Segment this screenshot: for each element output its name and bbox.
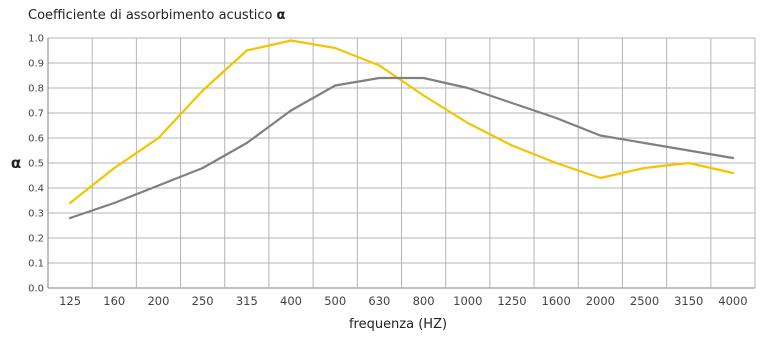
x-tick-label: 1000	[453, 294, 482, 308]
data-point	[687, 149, 690, 152]
series-2	[68, 76, 735, 220]
data-point	[245, 49, 248, 52]
data-point	[157, 184, 160, 187]
data-point	[643, 166, 646, 170]
x-tick-label: 125	[59, 294, 81, 308]
data-point	[334, 46, 337, 50]
y-tick-label: 0.7	[28, 109, 44, 120]
y-tick-label: 0.8	[28, 84, 44, 95]
data-point	[289, 39, 293, 42]
y-tick-label: 0.1	[28, 259, 44, 270]
data-point	[157, 136, 160, 140]
data-point	[201, 89, 204, 92]
data-point	[422, 94, 425, 97]
data-point	[731, 156, 735, 160]
x-tick-label: 400	[280, 294, 302, 308]
chart-title-text: Coefficiente di assorbimento acustico	[28, 8, 273, 23]
data-point	[599, 134, 602, 137]
y-tick-label: 0.9	[28, 59, 44, 70]
data-point	[599, 176, 602, 180]
data-point	[289, 109, 293, 112]
data-point	[466, 121, 469, 125]
x-tick-label: 800	[413, 294, 435, 308]
data-point	[245, 141, 248, 145]
data-point	[378, 76, 381, 80]
data-point	[113, 166, 116, 170]
data-point	[334, 84, 337, 87]
data-point	[422, 76, 425, 80]
data-point	[643, 141, 646, 145]
x-tick-label: 630	[368, 294, 390, 308]
series-1	[68, 39, 735, 205]
x-axis-label: frequenza (HZ)	[349, 317, 447, 332]
x-tick-label: 315	[236, 294, 258, 308]
y-tick-label: 0.5	[28, 159, 44, 170]
x-tick-label: 200	[147, 294, 169, 308]
y-tick-label: 0.4	[28, 184, 44, 195]
x-tick-label: 1600	[542, 294, 571, 308]
data-point	[378, 64, 381, 67]
y-axis-label: α	[11, 154, 21, 172]
x-tick-label: 3150	[674, 294, 703, 308]
series-line	[68, 76, 735, 220]
x-tick-label: 500	[324, 294, 346, 308]
data-point	[510, 101, 514, 105]
data-point	[731, 171, 735, 175]
chart-title-symbol: α	[276, 8, 286, 23]
y-tick-label: 1.0	[28, 34, 44, 45]
y-tick-label: 0.2	[28, 234, 44, 245]
data-point	[687, 161, 690, 165]
data-point	[113, 201, 116, 205]
y-tick-label: 0.6	[28, 134, 44, 145]
x-tick-label: 160	[103, 294, 125, 308]
chart-title: Coefficiente di assorbimento acustico α	[28, 8, 285, 23]
x-tick-label: 250	[192, 294, 214, 308]
series-line	[68, 39, 735, 205]
data-point	[466, 86, 469, 90]
y-tick-label: 0.0	[28, 284, 44, 295]
x-tick-label: 2500	[630, 294, 659, 308]
x-tick-label: 2000	[586, 294, 615, 308]
y-tick-label: 0.3	[28, 209, 44, 220]
data-point	[68, 216, 72, 220]
data-point	[201, 166, 204, 170]
x-tick-label: 1250	[497, 294, 526, 308]
data-point	[555, 116, 558, 120]
data-point	[555, 161, 558, 165]
x-tick-label: 4000	[718, 294, 747, 308]
data-point	[68, 201, 72, 205]
data-point	[510, 144, 514, 147]
